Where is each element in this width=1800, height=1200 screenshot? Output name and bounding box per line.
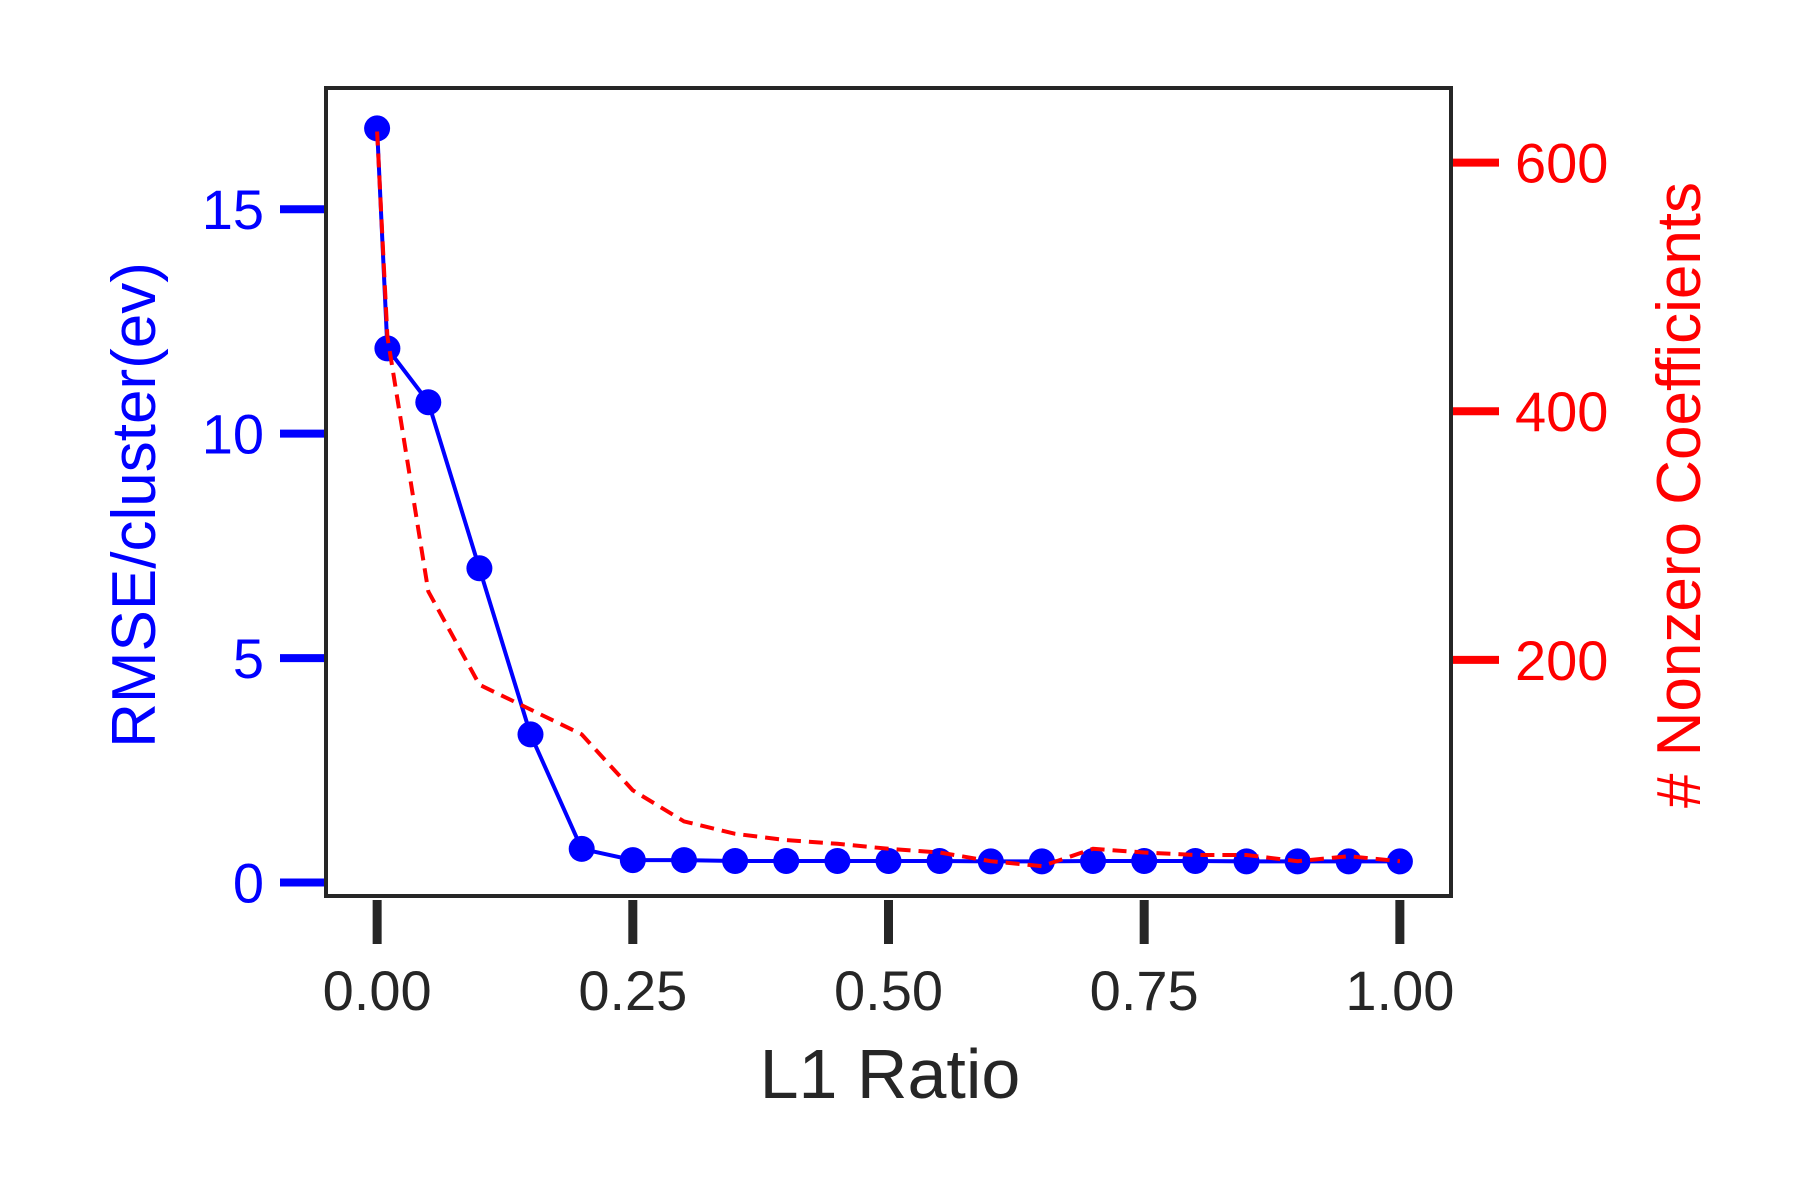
series-left-point <box>466 555 493 582</box>
y-left-axis-title: RMSE/cluster(ev) <box>100 262 169 748</box>
series-left-point <box>824 848 851 874</box>
series-left-point <box>1080 848 1106 874</box>
plot-frame <box>324 86 1453 898</box>
series-left-point <box>722 848 749 874</box>
series-left-point <box>364 115 391 142</box>
y-left-tick-label: 5 <box>233 627 264 690</box>
y-left-tick-label: 15 <box>202 178 264 241</box>
series-left-point <box>415 389 442 416</box>
series-left-point <box>517 721 544 748</box>
series-left-point <box>1335 848 1362 875</box>
series-left-point <box>1233 848 1260 875</box>
series-right-layer <box>375 131 1401 869</box>
series-left-point <box>1386 848 1413 875</box>
y-right-tick-label: 600 <box>1515 132 1608 195</box>
y-left-tick-label: 0 <box>233 852 264 915</box>
series-left-point <box>568 835 595 862</box>
series-left-point <box>671 847 697 874</box>
series-left-point <box>619 847 646 874</box>
y-right-axis-title: # Nonzero Coefficients <box>1645 182 1714 808</box>
x-tick-label: 0.25 <box>578 959 687 1022</box>
series-left-point <box>1131 848 1158 874</box>
series-left-point <box>875 848 902 874</box>
y-left-axis: 0 5 10 15 <box>202 178 324 915</box>
y-left-tick-label: 10 <box>202 403 264 466</box>
series-left-point <box>374 335 401 362</box>
series-left-point <box>773 848 800 874</box>
series-left-point <box>1182 848 1209 874</box>
x-tick-label: 0.75 <box>1090 959 1199 1022</box>
x-tick-label: 1.00 <box>1345 959 1454 1022</box>
x-tick-label: 0.00 <box>323 959 432 1022</box>
y-right-axis: 200 400 600 <box>1453 132 1608 692</box>
series-left-line <box>375 128 1400 864</box>
series-right-line <box>375 131 1401 869</box>
series-left-point <box>1028 848 1055 875</box>
y-right-tick-label: 200 <box>1515 629 1608 692</box>
x-axis: 0.00 0.25 0.50 0.75 1.00 <box>323 900 1454 1022</box>
y-right-tick-label: 400 <box>1515 380 1608 443</box>
x-axis-title: L1 Ratio <box>760 1035 1021 1113</box>
x-tick-label: 0.50 <box>834 959 943 1022</box>
